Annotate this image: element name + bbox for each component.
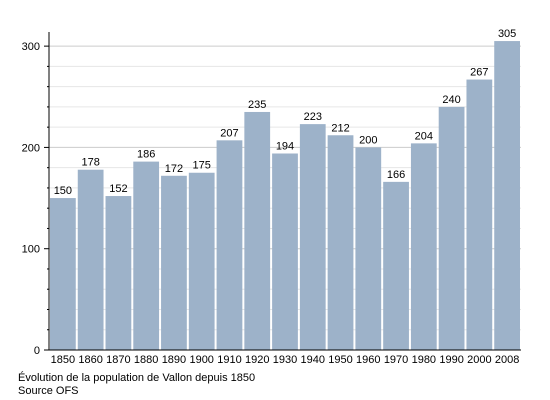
y-tick-label-300: 300 <box>22 41 40 53</box>
value-label-1880: 186 <box>137 149 155 161</box>
bar-1900 <box>188 172 215 350</box>
bar-1920 <box>244 111 271 350</box>
x-axis: 1850 1860 1870 1880 1890 1900 1910 1920 1930 1940… <box>49 349 521 366</box>
bar-1910 <box>216 140 243 350</box>
value-label-2000: 267 <box>470 67 488 79</box>
bar-1970 <box>383 181 409 350</box>
x-tick-label-1930: 1930 <box>273 354 297 366</box>
bar-1870 <box>105 196 132 350</box>
bar-1980 <box>410 143 437 350</box>
x-tick-label-1890: 1890 <box>162 354 186 366</box>
x-tick-label-1880: 1880 <box>134 354 158 366</box>
value-label-1990: 240 <box>442 94 460 106</box>
y-tick-label-0: 0 <box>34 345 40 357</box>
y-tick-label-200: 200 <box>22 142 40 154</box>
bar-1950 <box>327 135 354 350</box>
value-label-1890: 172 <box>165 163 183 175</box>
x-tick-label-1910: 1910 <box>217 354 241 366</box>
x-tick-label-1950: 1950 <box>328 354 352 366</box>
bar-2008 <box>494 41 520 351</box>
y-tick-label-100: 100 <box>22 244 40 256</box>
value-label-1940: 223 <box>304 111 322 123</box>
value-label-1920: 235 <box>248 99 266 111</box>
x-tick-label-1980: 1980 <box>412 354 436 366</box>
value-label-1900: 175 <box>193 160 211 172</box>
x-tick-label-2000: 2000 <box>467 354 491 366</box>
x-tick-label-1850: 1850 <box>51 354 75 366</box>
x-tick-label-1960: 1960 <box>356 354 380 366</box>
value-label-1870: 152 <box>109 183 127 195</box>
bar-2000 <box>466 79 493 350</box>
value-labels: 150 178 152 186 172 175 207 235 194 223 212 200 166 2… <box>54 28 517 197</box>
y-axis: 0 100 200 300 <box>22 32 50 357</box>
bar-1880 <box>133 161 160 350</box>
bar-1990 <box>438 106 465 350</box>
chart-caption: Évolution de la population de Vallon dep… <box>18 372 256 384</box>
bars <box>50 41 520 351</box>
x-tick-label-1900: 1900 <box>189 354 213 366</box>
chart-source: Source OFS <box>18 385 79 397</box>
value-label-1950: 212 <box>331 122 349 134</box>
value-label-1930: 194 <box>276 140 294 152</box>
x-tick-label-1990: 1990 <box>439 354 463 366</box>
bar-1940 <box>299 124 326 350</box>
x-tick-label-2008: 2008 <box>495 354 519 366</box>
bar-1890 <box>161 175 187 350</box>
x-tick-label-1940: 1940 <box>301 354 325 366</box>
value-label-1860: 178 <box>81 157 99 169</box>
value-label-1960: 200 <box>359 134 377 146</box>
bar-1930 <box>272 153 298 350</box>
value-label-1970: 166 <box>387 169 405 181</box>
x-tick-label-1860: 1860 <box>78 354 102 366</box>
value-label-1980: 204 <box>415 130 433 142</box>
bar-1960 <box>355 147 382 350</box>
x-tick-label-1870: 1870 <box>106 354 130 366</box>
x-tick-label-1970: 1970 <box>384 354 408 366</box>
bar-1850 <box>50 198 76 350</box>
value-label-2008: 305 <box>498 28 516 40</box>
bar-1860 <box>77 169 104 350</box>
value-label-1850: 150 <box>54 185 72 197</box>
population-bar-chart: 150 178 152 186 172 175 207 235 194 223 212 200 166 2… <box>22 28 521 366</box>
x-tick-label-1920: 1920 <box>245 354 269 366</box>
value-label-1910: 207 <box>220 127 238 139</box>
